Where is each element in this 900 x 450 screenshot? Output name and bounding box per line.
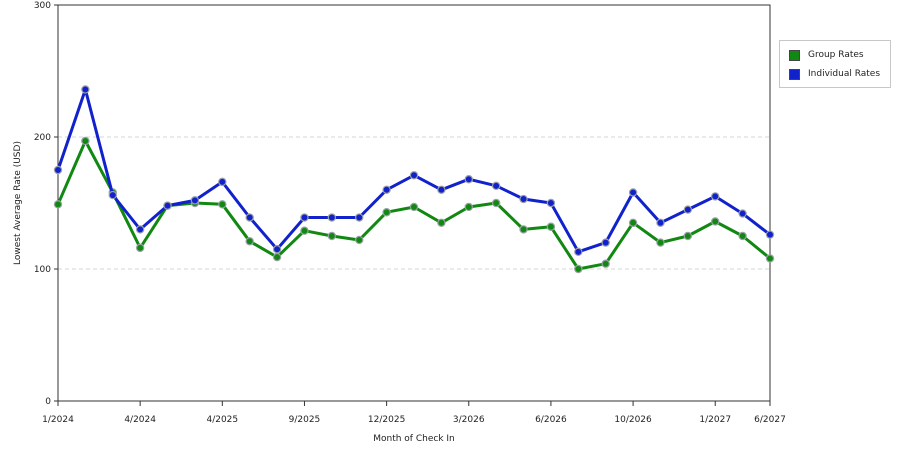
data-point-s1-11[interactable] (355, 213, 364, 222)
data-point-s0-11[interactable] (355, 235, 364, 245)
data-point-s0-26[interactable] (765, 254, 775, 263)
series-1 (53, 85, 775, 257)
data-point-s0-12[interactable] (382, 208, 391, 217)
x-tick-label-3: 9/2025 (289, 415, 321, 425)
data-point-s1-1[interactable] (81, 85, 90, 94)
data-point-s0-14[interactable] (437, 218, 446, 227)
data-point-s1-10[interactable] (327, 213, 337, 222)
data-point-s0-16[interactable] (491, 198, 501, 208)
data-point-s0-20[interactable] (601, 259, 610, 268)
series-line-1 (56, 88, 771, 254)
data-point-s0-3[interactable] (135, 243, 145, 253)
data-point-s0-23[interactable] (683, 231, 693, 241)
x-axis-title: Month of Check In (373, 434, 455, 444)
legend: Group Rates Individual Rates (779, 40, 891, 88)
data-point-s0-10[interactable] (327, 231, 337, 241)
x-axis-ticks: 1/2024 4/2024 4/2025 9/2025 12/2025 3/2026 6/2… (42, 401, 786, 425)
data-point-s1-24[interactable] (711, 192, 720, 201)
x-tick-label-7: 10/2026 (614, 415, 652, 425)
x-tick-label-0: 1/2024 (42, 415, 74, 425)
y-tick-label-100: 100 (34, 265, 51, 275)
x-tick-label-2: 4/2025 (206, 415, 238, 425)
data-point-s1-12[interactable] (382, 185, 391, 194)
y-tick-label-200: 200 (34, 133, 51, 143)
data-point-s0-0[interactable] (53, 200, 63, 209)
data-point-s1-23[interactable] (683, 205, 693, 214)
data-point-s0-19[interactable] (574, 264, 583, 274)
data-point-s0-9[interactable] (300, 226, 309, 235)
data-point-s1-19[interactable] (574, 247, 583, 257)
y-axis-ticks: 0 100 200 300 (34, 1, 58, 407)
x-tick-label-5: 3/2026 (453, 415, 485, 425)
data-point-s1-18[interactable] (546, 198, 556, 208)
data-point-s0-17[interactable] (519, 225, 528, 234)
x-tick-label-9: 6/2027 (754, 415, 786, 425)
x-tick-label-8: 1/2027 (699, 415, 731, 425)
y-axis-title: Lowest Average Rate (USD) (13, 141, 23, 265)
data-point-s1-17[interactable] (519, 194, 528, 204)
data-point-s1-2[interactable] (108, 190, 117, 200)
data-point-s0-25[interactable] (738, 231, 747, 241)
data-point-s0-18[interactable] (546, 222, 556, 231)
legend-swatch-individual-rates (789, 68, 800, 80)
data-point-s1-5[interactable] (190, 196, 200, 205)
data-point-s1-21[interactable] (628, 188, 638, 197)
x-tick-label-4: 12/2025 (368, 415, 405, 425)
series-0 (53, 136, 775, 274)
data-point-s0-1[interactable] (81, 136, 90, 146)
legend-label-individual-rates: Individual Rates (808, 69, 881, 79)
data-point-s0-21[interactable] (628, 218, 638, 227)
data-point-s0-8[interactable] (272, 252, 282, 262)
x-tick-label-1: 4/2024 (124, 415, 156, 425)
data-point-s0-13[interactable] (409, 202, 419, 212)
data-point-s1-9[interactable] (300, 213, 309, 222)
series-lines (53, 85, 775, 274)
data-point-s0-22[interactable] (656, 238, 665, 247)
data-point-s1-8[interactable] (272, 244, 282, 254)
data-point-s0-24[interactable] (711, 217, 720, 226)
legend-label-group-rates: Group Rates (808, 50, 864, 60)
legend-item-group-rates: Group Rates (789, 48, 864, 62)
data-point-s1-26[interactable] (765, 230, 775, 239)
data-point-s1-7[interactable] (245, 213, 254, 222)
data-point-s1-6[interactable] (218, 177, 227, 187)
data-point-s1-14[interactable] (437, 185, 446, 194)
data-point-s0-15[interactable] (464, 202, 473, 212)
x-tick-label-6: 6/2026 (535, 415, 567, 425)
y-tick-label-300: 300 (34, 1, 51, 11)
data-point-s1-15[interactable] (464, 175, 473, 184)
data-point-s1-13[interactable] (409, 171, 419, 180)
legend-swatch-group-rates (789, 49, 800, 61)
data-point-s1-0[interactable] (53, 165, 63, 175)
data-point-s1-3[interactable] (135, 225, 145, 234)
data-point-s1-22[interactable] (656, 218, 665, 227)
data-point-s1-25[interactable] (738, 209, 747, 218)
legend-item-individual-rates: Individual Rates (789, 67, 880, 81)
data-point-s1-20[interactable] (601, 238, 610, 247)
data-point-s0-7[interactable] (245, 237, 254, 246)
y-tick-label-0: 0 (45, 397, 51, 407)
data-point-s1-16[interactable] (491, 181, 501, 191)
data-point-s0-6[interactable] (218, 200, 227, 209)
data-point-s1-4[interactable] (163, 201, 172, 210)
